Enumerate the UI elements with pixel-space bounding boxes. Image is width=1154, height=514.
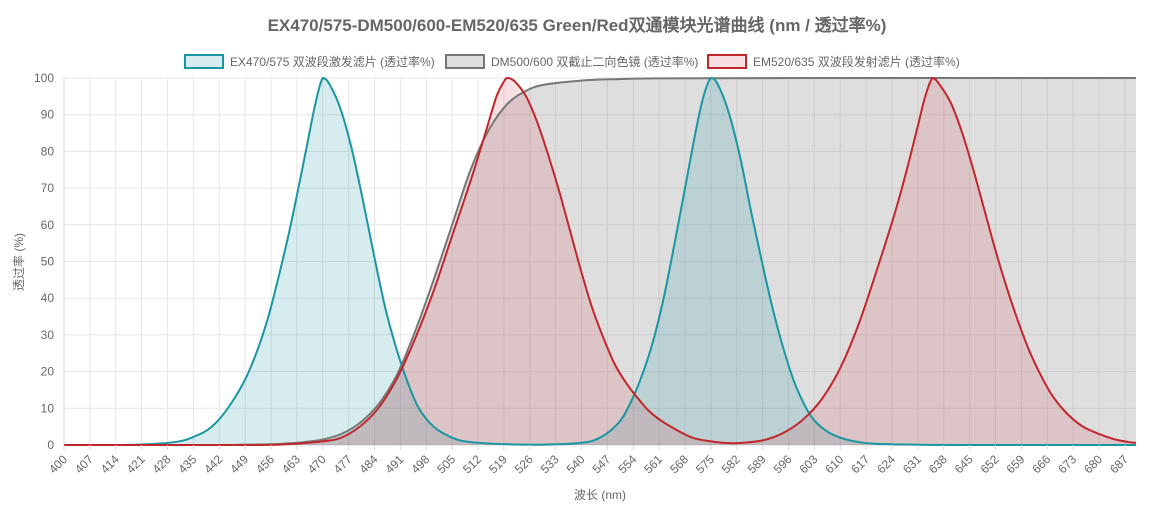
x-tick-label-21: 547	[589, 452, 613, 476]
x-tick-label-31: 617	[848, 452, 872, 476]
y-tick-label-7: 70	[41, 181, 55, 195]
y-tick-label-6: 60	[41, 218, 55, 232]
grid	[63, 77, 1136, 446]
x-tick-label-3: 421	[124, 452, 148, 476]
x-tick-label-4: 428	[150, 452, 174, 476]
legend-swatch-1	[445, 54, 485, 69]
x-tick-label-5: 435	[175, 452, 199, 476]
legend-label-0: EX470/575 双波段激发滤片 (透过率%)	[230, 54, 435, 69]
y-tick-label-3: 30	[41, 328, 55, 342]
x-tick-label-16: 512	[460, 452, 484, 476]
y-tick-label-1: 10	[41, 401, 55, 415]
x-tick-label-23: 561	[641, 452, 665, 476]
x-tick-label-11: 477	[331, 452, 355, 476]
x-tick-label-14: 498	[408, 452, 432, 476]
x-tick-label-27: 589	[745, 452, 769, 476]
series-lines	[64, 76, 1137, 447]
x-tick-label-40: 680	[1081, 452, 1105, 476]
chart-title: EX470/575-DM500/600-EM520/635 Green/Red双…	[268, 15, 887, 35]
x-tick-label-19: 533	[538, 452, 562, 476]
x-tick-label-12: 484	[357, 452, 381, 476]
series-area-0	[64, 78, 1136, 445]
y-tick-label-4: 40	[41, 291, 55, 305]
x-tick-label-18: 526	[512, 452, 536, 476]
y-tick-label-5: 50	[41, 255, 55, 269]
y-tick-label-0: 0	[47, 438, 54, 452]
x-tick-label-39: 673	[1055, 452, 1079, 476]
x-tick-label-34: 638	[926, 452, 950, 476]
x-tick-label-32: 624	[874, 452, 898, 476]
series-areas	[64, 78, 1136, 445]
x-tick-label-37: 659	[1003, 452, 1027, 476]
x-tick-label-7: 449	[227, 452, 251, 476]
x-tick-label-8: 456	[253, 452, 277, 476]
legend-item-1[interactable]: DM500/600 双截止二向色镜 (透过率%)	[445, 54, 698, 69]
x-tick-label-10: 470	[305, 452, 329, 476]
y-tick-label-10: 100	[34, 71, 54, 85]
x-tick-label-2: 414	[98, 452, 122, 476]
x-tick-label-0: 400	[46, 452, 70, 476]
x-tick-label-25: 575	[693, 452, 717, 476]
x-tick-label-15: 505	[434, 452, 458, 476]
legend-swatch-0	[184, 54, 224, 69]
x-axis-label: 波长 (nm)	[574, 488, 626, 502]
legend-label-1: DM500/600 双截止二向色镜 (透过率%)	[491, 54, 698, 69]
x-tick-label-41: 687	[1107, 452, 1131, 476]
legend-item-2[interactable]: EM520/635 双波段发射滤片 (透过率%)	[707, 54, 960, 69]
x-tick-label-26: 582	[719, 452, 743, 476]
x-tick-label-33: 631	[900, 452, 924, 476]
x-tick-label-9: 463	[279, 452, 303, 476]
x-tick-label-24: 568	[667, 452, 691, 476]
y-axis-label: 透过率 (%)	[11, 233, 26, 291]
x-tick-label-20: 540	[564, 452, 588, 476]
x-tick-label-28: 596	[771, 452, 795, 476]
series-line-2[interactable]	[64, 76, 1137, 447]
series-line-0[interactable]	[64, 76, 1136, 447]
legend[interactable]: EX470/575 双波段激发滤片 (透过率%) DM500/600 双截止二向色…	[184, 54, 960, 69]
x-tick-label-29: 603	[796, 452, 820, 476]
x-tick-label-38: 666	[1029, 452, 1053, 476]
x-tick-label-13: 491	[382, 452, 406, 476]
x-tick-label-35: 645	[952, 452, 976, 476]
legend-swatch-2	[707, 54, 747, 69]
x-tick-label-1: 407	[72, 452, 96, 476]
y-tick-label-2: 20	[41, 365, 55, 379]
x-axis-ticks: 400 407 414 421 428 435 442 449 456 463 470 477 484 4…	[46, 445, 1131, 476]
x-tick-label-30: 610	[822, 452, 846, 476]
x-tick-label-17: 519	[486, 452, 510, 476]
series-area-1	[64, 78, 1136, 445]
y-tick-label-8: 80	[41, 144, 55, 158]
y-tick-label-9: 90	[41, 108, 55, 122]
y-axis-ticks: 0 10 20 30 40 50 60 70 80 90 100	[34, 71, 54, 452]
x-tick-label-36: 652	[978, 452, 1002, 476]
series-area-2	[64, 78, 1136, 445]
x-tick-label-22: 554	[615, 452, 639, 476]
x-tick-label-6: 442	[201, 452, 225, 476]
legend-item-0[interactable]: EX470/575 双波段激发滤片 (透过率%)	[184, 54, 435, 69]
legend-label-2: EM520/635 双波段发射滤片 (透过率%)	[753, 54, 960, 69]
